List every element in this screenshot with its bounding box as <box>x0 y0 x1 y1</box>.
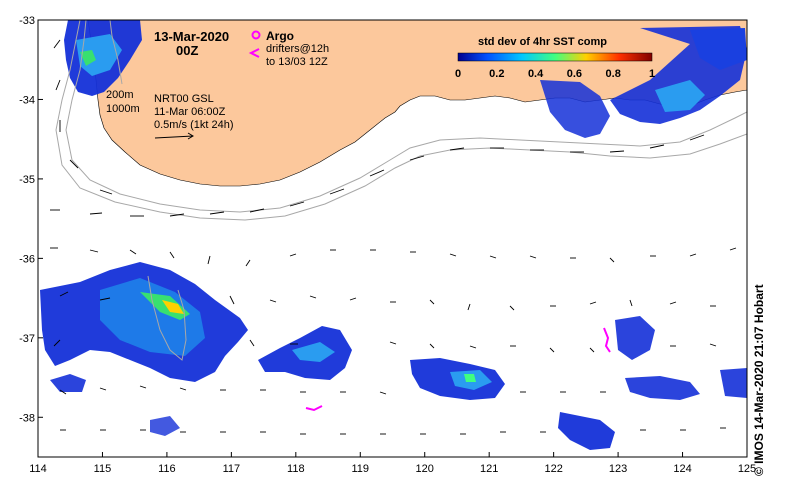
x-tick-label: 119 <box>351 463 369 475</box>
drifter-label-1: drifters@12h <box>266 43 329 55</box>
y-tick-label: -34 <box>19 94 35 106</box>
x-axis: 114 115 116 117 118 119 120 121 122 123 124 125 <box>29 452 756 475</box>
y-tick-label: -35 <box>19 174 35 186</box>
x-tick-label: 121 <box>480 463 498 475</box>
x-tick-label: 118 <box>287 463 305 475</box>
x-tick-label: 125 <box>738 463 756 475</box>
y-tick-label: -36 <box>19 253 35 265</box>
x-tick-label: 120 <box>416 463 434 475</box>
credit-text: © IMOS 14-Mar-2020 21:07 Hobart <box>752 284 766 476</box>
y-tick-label: -38 <box>19 412 35 424</box>
colorbar-ticks: 0 0.2 0.4 0.6 0.8 1 <box>455 68 655 80</box>
colorbar-tick-label: 1 <box>649 68 655 80</box>
x-tick-label: 123 <box>609 463 627 475</box>
x-tick-label: 114 <box>29 463 47 475</box>
scale-arrow-icon <box>154 132 194 140</box>
x-tick-label: 116 <box>158 463 176 475</box>
x-tick-label: 124 <box>673 463 691 475</box>
x-tick-label: 115 <box>94 463 112 475</box>
colorbar-tick-label: 0 <box>455 68 461 80</box>
current-vectors <box>50 39 737 435</box>
colorbar-tick-label: 0.2 <box>489 68 504 80</box>
contour-label-200m: 200m <box>106 89 134 101</box>
colorbar-tick-label: 0.4 <box>528 68 544 80</box>
y-axis: -33 -34 -35 -36 -37 -38 <box>19 15 43 424</box>
colorbar-title: std dev of 4hr SST comp <box>478 36 607 48</box>
argo-label: Argo <box>266 29 294 43</box>
sst-patches <box>40 20 747 450</box>
x-tick-label: 117 <box>223 463 241 475</box>
argo-marker-icon <box>251 30 261 40</box>
map-date: 13-Mar-2020 <box>154 29 229 44</box>
colorbar-tick-label: 0.6 <box>567 68 582 80</box>
scale-label: 0.5m/s (1kt 24h) <box>154 119 233 131</box>
drifter-label-2: to 13/03 12Z <box>266 56 328 68</box>
depth-contours <box>55 20 747 361</box>
plot-frame <box>37 19 748 458</box>
y-tick-label: -37 <box>19 333 35 345</box>
colorbar-tick-label: 0.8 <box>606 68 621 80</box>
map-time: 00Z <box>176 43 198 58</box>
product-time: 11-Mar 06:00Z <box>154 106 226 118</box>
colorbar <box>457 52 653 62</box>
drifter-tracks <box>305 327 611 412</box>
product-label: NRT00 GSL <box>154 93 214 105</box>
y-tick-label: -33 <box>19 15 35 27</box>
drifter-marker-icon <box>248 48 260 58</box>
x-tick-label: 122 <box>544 463 562 475</box>
contour-label-1000m: 1000m <box>106 103 140 115</box>
